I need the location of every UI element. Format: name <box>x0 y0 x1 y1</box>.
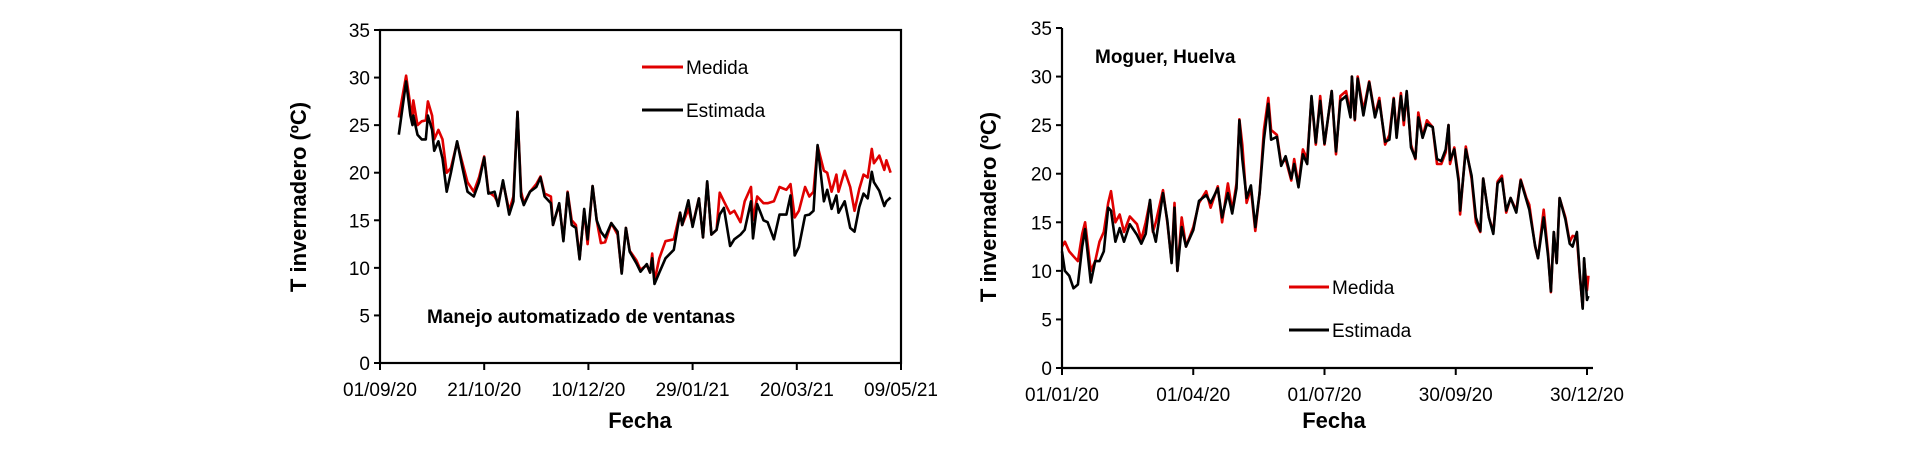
y-tick-label: 15 <box>349 211 370 232</box>
x-tick-label: 30/12/20 <box>1550 385 1624 406</box>
y-tick-label: 0 <box>1041 359 1052 380</box>
series-line-medida <box>1060 75 1590 310</box>
y-tick-label: 30 <box>1031 68 1052 89</box>
y-tick-label: 30 <box>349 69 370 90</box>
x-tick-label: 10/12/20 <box>551 380 625 401</box>
x-tick-label: 29/01/21 <box>656 380 730 401</box>
y-axis-title: T invernadero (ºC) <box>976 112 1001 302</box>
y-axis-title: T invernadero (ºC) <box>286 102 311 292</box>
legend-label: Medida <box>686 58 749 79</box>
y-tick-label: 5 <box>359 306 370 327</box>
y-tick-label: 10 <box>1031 262 1052 283</box>
y-tick-label: 20 <box>1031 165 1052 186</box>
x-tick-label: 30/09/20 <box>1419 385 1493 406</box>
series-line-medida <box>397 74 892 283</box>
legend: Medida Estimada <box>642 58 766 122</box>
legend-label: Estimada <box>1332 321 1412 342</box>
y-tick-label: 35 <box>1031 19 1052 40</box>
x-tick-label: 01/07/20 <box>1288 385 1362 406</box>
y-tick-label: 25 <box>1031 116 1052 137</box>
chart-annotation: Manejo automatizado de ventanas <box>427 307 735 328</box>
legend: Medida Estimada <box>1289 278 1412 342</box>
y-tick-label: 10 <box>349 259 370 280</box>
y-tick-label: 25 <box>349 116 370 137</box>
y-tick-label: 5 <box>1041 310 1052 331</box>
y-tick-label: 0 <box>359 354 370 375</box>
series-line-estimada <box>1060 75 1590 311</box>
legend-label: Medida <box>1332 278 1395 299</box>
chart-2: 0 5 10 15 20 25 30 35 01/01/20 01/04/20 01/07/20 30… <box>976 19 1624 433</box>
y-tick-label: 15 <box>1031 213 1052 234</box>
legend-label: Estimada <box>686 101 766 122</box>
plot-frame <box>378 28 903 365</box>
x-tick-label: 01/01/20 <box>1025 385 1099 406</box>
x-tick-label: 01/04/20 <box>1156 385 1230 406</box>
x-tick-label: 09/05/21 <box>864 380 938 401</box>
x-axis-title: Fecha <box>608 408 672 433</box>
x-tick-label: 20/03/21 <box>760 380 834 401</box>
x-axis-title: Fecha <box>1302 408 1366 433</box>
series-line-estimada <box>397 80 892 286</box>
x-tick-label: 21/10/20 <box>447 380 521 401</box>
y-tick-label: 20 <box>349 164 370 185</box>
x-tick-label: 01/09/20 <box>343 380 417 401</box>
chart-1: 0 5 10 15 20 25 30 35 01/09/20 21/10/20 10/12/20 29… <box>286 21 938 433</box>
chart-annotation: Moguer, Huelva <box>1095 47 1236 68</box>
y-tick-label: 35 <box>349 21 370 42</box>
